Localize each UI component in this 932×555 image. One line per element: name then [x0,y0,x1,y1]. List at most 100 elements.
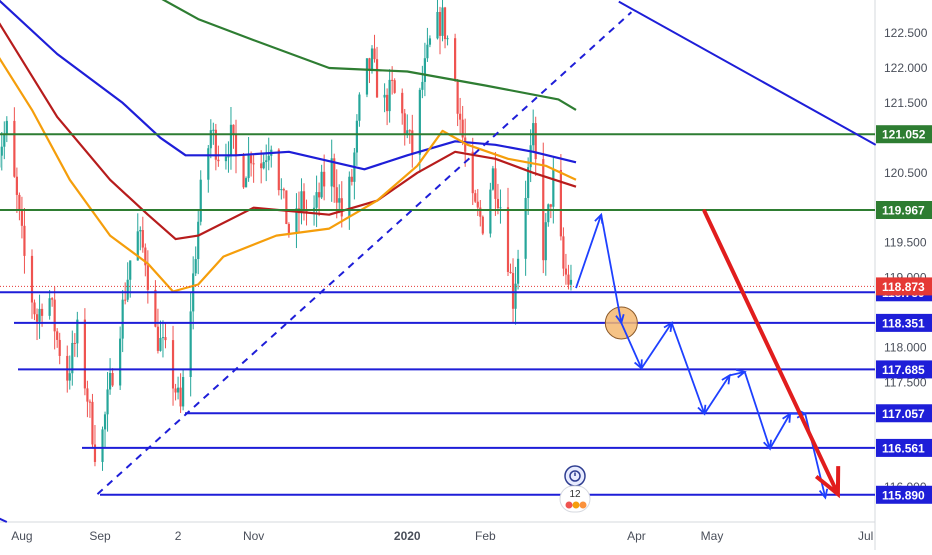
candle-body [162,337,164,338]
candle-body [51,298,53,299]
candle-body [101,429,103,462]
candle-body [89,402,91,403]
candle-body [164,337,166,340]
candle-body [174,388,176,392]
candle-body [426,45,428,59]
candle-body [366,58,368,94]
candle-body [280,189,282,190]
event-flag-amber [580,502,587,509]
candle-body [104,414,106,429]
candle-body [207,148,209,179]
time-tick-label: Aug [11,529,32,543]
candle-body [56,331,58,340]
candle-body [303,191,305,210]
candle-body [119,339,121,386]
candle-body [250,155,252,163]
candle-body [91,402,93,445]
candle-body [84,320,86,389]
candle-body [6,121,8,135]
candle-body [419,90,421,155]
candle-body [477,202,479,208]
candle-body [38,309,40,322]
candle-body [424,58,426,82]
candle-body [54,300,56,332]
candle-body [394,80,396,93]
candle-body [212,130,214,131]
event-flag-red [566,502,573,509]
candle-body [356,121,358,153]
candle-body [376,59,378,97]
candle-body [66,356,68,381]
candle-body [159,338,161,351]
candle-body [217,160,219,161]
candle-body [401,93,403,113]
candle-body [507,207,509,272]
candle-body [517,259,519,284]
candle-body [179,388,181,407]
candle-body [59,340,61,356]
candle-body [371,49,373,70]
candle-body [109,373,111,389]
event-badge-count: 12 [569,489,581,500]
candle-body [285,190,287,224]
candle-body [391,80,393,81]
candle-body [200,180,202,222]
candle-body [177,388,179,393]
candle-body [512,273,514,309]
candle-body [318,192,320,197]
candle-body [247,155,249,178]
candle-body [197,222,199,259]
candle-body [474,193,476,202]
price-tick-label: 119.500 [884,236,927,250]
candle-body [482,217,484,234]
candle-body [386,95,388,111]
candle-body [31,256,33,303]
candle-body [242,156,244,188]
candle-body [373,49,375,60]
time-tick-label: Apr [627,529,646,543]
candle-body [288,224,290,233]
candle-body [21,210,23,226]
candle-body [492,168,494,189]
candle-body [545,222,547,260]
candle-body [321,172,323,198]
candle-body [444,7,446,39]
price-tick-label: 120.500 [884,166,928,180]
current-price-label: 118.873 [882,280,925,294]
candle-body [565,269,567,275]
candle-body [195,259,197,273]
time-tick-label: 2020 [394,529,421,543]
candle-body [154,290,156,327]
candle-body [457,81,459,114]
level-price-label: 115.890 [882,488,925,502]
candle-body [18,195,20,210]
candle-body [278,150,280,190]
candle-body [336,187,338,202]
price-tick-label: 122.000 [884,61,928,75]
candle-body [341,198,343,216]
candle-body [389,80,391,111]
level-price-label: 121.052 [882,128,926,142]
candle-body [106,389,108,414]
candle-body [479,208,481,217]
candle-body [190,311,192,377]
candle-body [232,125,234,134]
candle-body [265,160,267,162]
candle-body [409,130,411,131]
candle-body [436,12,438,38]
candle-body [124,300,126,301]
candle-body [570,280,572,285]
candle-body [429,38,431,44]
candle-body [439,12,441,36]
candle-body [494,168,496,199]
level-price-label: 117.685 [882,363,925,377]
candle-body [13,121,15,177]
candle-body [499,207,501,208]
time-tick-label: Feb [475,529,496,543]
candle-body [552,170,554,207]
candle-body [383,95,385,98]
candle-body [315,192,317,208]
candle-body [547,204,549,222]
